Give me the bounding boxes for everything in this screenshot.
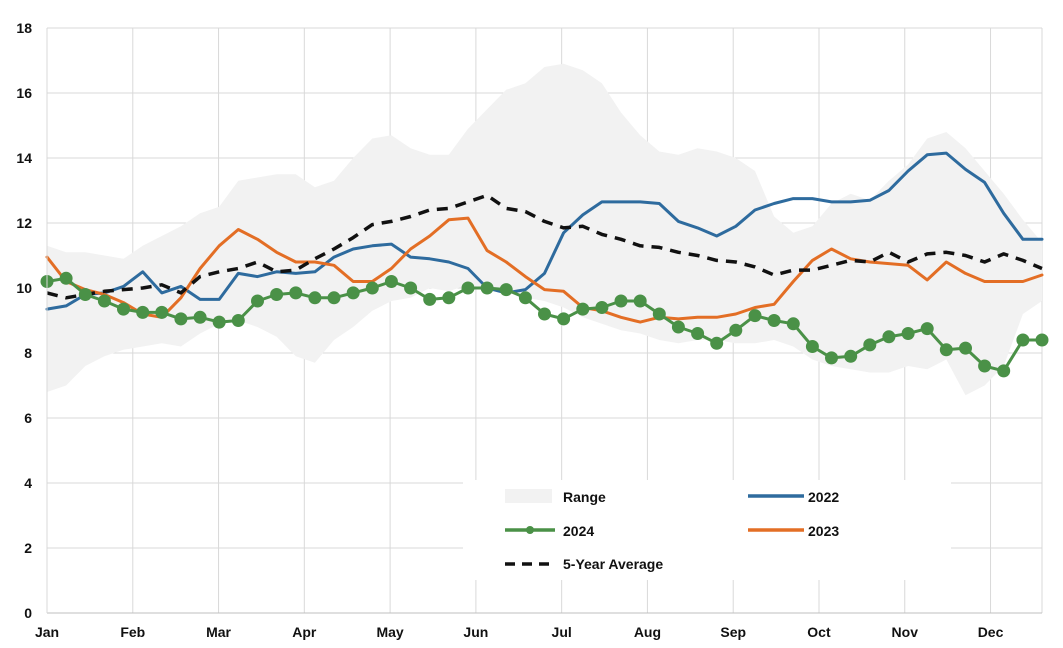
y-tick-label: 0 [24, 605, 32, 621]
data-point-2024 [97, 294, 111, 308]
x-axis-ticks: Jan Feb Mar Apr May Jun Jul Aug Sep Oct Nov Dec [35, 624, 1004, 640]
data-point-2024 [691, 327, 705, 340]
legend-label-2024: 2024 [563, 523, 594, 539]
x-tick-label: Jan [35, 624, 59, 640]
legend-item-5-year-average: 5-Year Average [505, 556, 663, 572]
x-tick-label: Apr [292, 624, 317, 640]
data-point-2024 [939, 343, 953, 357]
data-point-2024 [633, 294, 647, 308]
data-point-2024 [78, 288, 92, 301]
series-2024-markers [40, 271, 1049, 378]
data-point-2024 [251, 294, 264, 308]
data-point-2024 [595, 301, 609, 314]
data-point-2024 [1016, 333, 1030, 347]
data-point-2024 [136, 305, 150, 319]
x-tick-label: May [376, 624, 403, 640]
data-point-2024 [729, 323, 743, 337]
data-point-2024 [155, 305, 169, 319]
data-point-2024 [461, 281, 475, 295]
y-tick-label: 6 [24, 410, 32, 426]
series-line-2023 [45, 216, 1044, 324]
x-tick-label: Feb [120, 624, 145, 640]
range-band [47, 63, 1042, 396]
legend-item-2022: 2022 [748, 489, 839, 505]
data-point-2024 [671, 320, 685, 334]
data-point-2024 [193, 310, 207, 324]
data-point-2024 [212, 315, 226, 329]
data-point-2024 [557, 312, 571, 326]
data-point-2024 [882, 330, 896, 344]
y-tick-label: 10 [16, 280, 32, 296]
data-point-2024 [576, 302, 590, 316]
legend-item-2024: 2024 [505, 523, 594, 539]
legend-swatch-range [505, 489, 552, 503]
y-tick-label: 14 [16, 150, 32, 166]
data-point-2024 [767, 314, 781, 327]
data-point-2024 [805, 340, 819, 353]
x-tick-label: Jul [552, 624, 572, 640]
data-point-2024 [901, 327, 915, 340]
x-tick-label: Oct [807, 624, 831, 640]
data-point-2024 [652, 307, 666, 321]
legend-item-2023: 2023 [748, 523, 839, 539]
y-tick-label: 8 [24, 345, 32, 361]
data-point-2024 [518, 291, 532, 305]
data-point-2024 [442, 291, 456, 305]
series-line-5-year-average [46, 193, 1043, 300]
data-point-2024 [384, 275, 398, 288]
data-point-2024 [346, 286, 360, 300]
y-axis-ticks: 0 2 4 6 8 10 12 14 16 18 [16, 20, 32, 621]
data-point-2024 [710, 336, 724, 350]
data-point-2024 [289, 286, 303, 300]
data-point-2024 [231, 314, 245, 327]
data-point-2024 [404, 281, 418, 295]
data-point-2024 [117, 302, 130, 316]
legend-label-5-year-average: 5-Year Average [563, 556, 663, 572]
data-point-2024 [538, 307, 551, 321]
series-line-2022 [45, 151, 1044, 311]
data-point-2024 [327, 291, 341, 305]
x-tick-label: Dec [978, 624, 1004, 640]
x-tick-label: Nov [892, 624, 919, 640]
legend-label-2023: 2023 [808, 523, 839, 539]
y-tick-label: 12 [16, 215, 32, 231]
x-tick-label: Aug [634, 624, 661, 640]
data-point-2024 [499, 283, 513, 297]
data-point-2024 [480, 281, 494, 295]
data-point-2024 [174, 312, 188, 326]
data-point-2024 [920, 322, 934, 336]
y-tick-label: 18 [16, 20, 32, 36]
data-point-2024 [59, 271, 73, 285]
data-point-2024 [423, 292, 437, 306]
legend-label-2022: 2022 [808, 489, 839, 505]
legend-marker-2024 [526, 526, 534, 534]
data-point-2024 [365, 281, 379, 295]
legend-label-range: Range [563, 489, 606, 505]
y-tick-label: 4 [24, 475, 32, 491]
data-point-2024 [308, 291, 322, 305]
data-point-2024 [270, 288, 284, 301]
x-tick-label: Mar [206, 624, 231, 640]
x-tick-label: Jun [463, 624, 488, 640]
y-tick-label: 2 [24, 540, 32, 556]
data-point-2024 [863, 338, 877, 352]
y-tick-label: 16 [16, 85, 32, 101]
axes [46, 28, 1042, 614]
legend-item-range: Range [505, 489, 606, 505]
legend: Range 2022 2024 2023 5-Year Average [463, 480, 951, 580]
range-area [47, 63, 1042, 396]
x-tick-label: Sep [720, 624, 746, 640]
data-point-2024 [978, 359, 992, 373]
data-point-2024 [614, 294, 628, 308]
data-point-2024 [997, 364, 1011, 378]
data-point-2024 [1035, 333, 1049, 347]
data-point-2024 [748, 309, 762, 323]
data-point-2024 [844, 349, 858, 363]
data-point-2024 [786, 317, 800, 331]
data-point-2024 [959, 341, 972, 355]
data-point-2024 [825, 351, 838, 365]
